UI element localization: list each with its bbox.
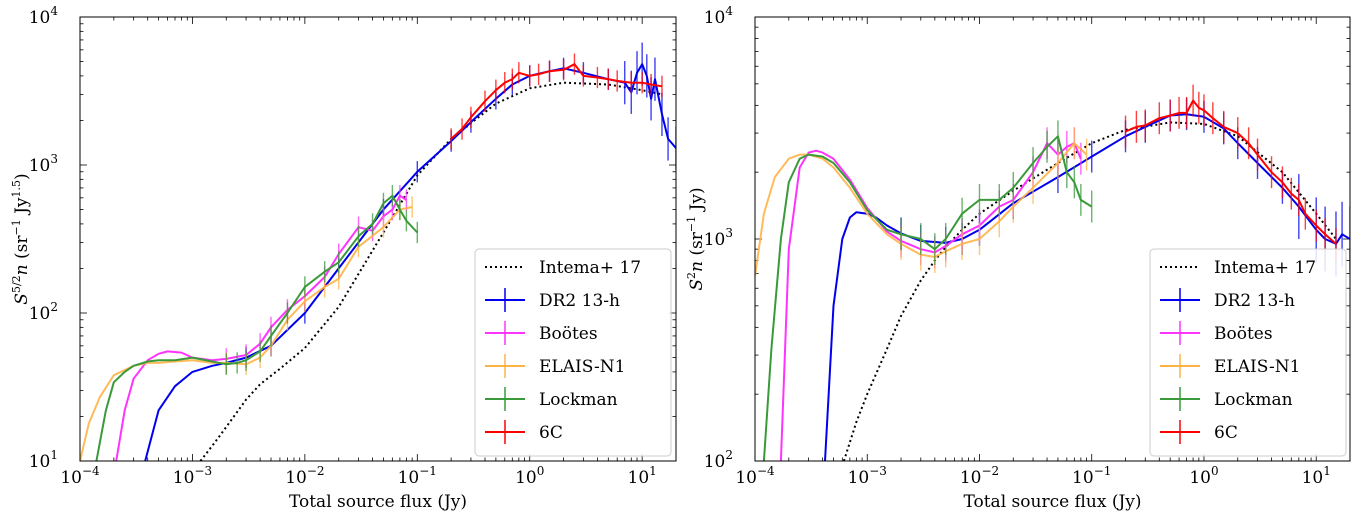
x-tick-label: 10−1 xyxy=(1072,464,1111,488)
legend-label: ELAIS-N1 xyxy=(1214,357,1300,377)
chart-panel-1: 10−4 10−3 10−2 10−1 100 101 101 102 103 104 Total … xyxy=(10,4,677,512)
legend-item-elais: ELAIS-N1 xyxy=(1160,354,1300,378)
legend-item-elais: ELAIS-N1 xyxy=(485,354,625,378)
legend-label: DR2 13-h xyxy=(1214,291,1295,311)
legend: Intema+ 17 DR2 13-h Boötes ELAIS-N1 Lockman 6… xyxy=(1149,248,1347,457)
series-line-elais xyxy=(80,206,413,461)
x-tick-label: 10−4 xyxy=(735,464,775,488)
series-sixc xyxy=(450,53,663,150)
x-axis-label: Total source flux (Jy) xyxy=(289,492,467,512)
legend: Intema+ 17 DR2 13-h Boötes ELAIS-N1 Lockman 6… xyxy=(474,248,672,457)
legend-item-dr2: DR2 13-h xyxy=(485,288,620,312)
y-tick-label: 104 xyxy=(704,4,734,28)
series-line-intema xyxy=(199,81,663,461)
y-tick-label: 104 xyxy=(29,4,59,28)
plot-frame xyxy=(754,16,1351,462)
x-tick-label: 10−2 xyxy=(960,464,999,488)
series-lockman xyxy=(95,185,419,461)
x-tick-label: 10−3 xyxy=(173,464,212,488)
series-sixc xyxy=(1124,84,1337,260)
y-axis-label: S5/2n (sr−1 Jy1.5) xyxy=(10,173,32,304)
legend-label: Intema+ 17 xyxy=(1214,258,1316,278)
legend-label: Boötes xyxy=(1214,324,1273,344)
legend-label: Boötes xyxy=(539,324,598,344)
x-tick-label: 10−1 xyxy=(398,464,437,488)
legend-item-bootes: Boötes xyxy=(1160,321,1273,345)
legend-label: Intema+ 17 xyxy=(539,258,641,278)
series-line-intema xyxy=(842,121,1337,461)
legend-item-lockman: Lockman xyxy=(1160,387,1293,411)
legend-label: ELAIS-N1 xyxy=(539,357,625,377)
series-intema xyxy=(842,121,1337,461)
legend-item-sixc: 6C xyxy=(1160,420,1238,444)
x-axis-label: Total source flux (Jy) xyxy=(963,492,1141,512)
y-tick-label: 103 xyxy=(704,226,733,250)
x-tick-label: 10−4 xyxy=(60,464,100,488)
y-tick-label: 101 xyxy=(29,448,58,472)
y-tick-label: 103 xyxy=(29,152,58,176)
legend-label: 6C xyxy=(1214,423,1238,443)
legend-label: 6C xyxy=(539,423,563,443)
series-bootes xyxy=(779,127,1082,461)
x-tick-label: 101 xyxy=(1302,464,1331,488)
legend-item-dr2: DR2 13-h xyxy=(1160,288,1295,312)
x-tick-label: 101 xyxy=(628,464,657,488)
legend-label: Lockman xyxy=(539,390,618,410)
legend-item-intema: Intema+ 17 xyxy=(1160,258,1316,278)
chart-panel-2: 10−4 10−3 10−2 10−1 100 101 102 103 104 Total sou… xyxy=(685,4,1351,512)
legend-label: DR2 13-h xyxy=(539,291,620,311)
series-lockman xyxy=(762,120,1093,461)
series-line-sixc xyxy=(450,63,663,140)
legend-item-sixc: 6C xyxy=(485,420,563,444)
series-line-lockman xyxy=(95,194,419,461)
plot-area xyxy=(80,42,676,461)
x-tick-label: 100 xyxy=(515,464,544,488)
series-line-lockman xyxy=(762,135,1093,461)
y-tick-label: 102 xyxy=(704,448,733,472)
plot-area xyxy=(755,84,1350,461)
x-tick-label: 10−2 xyxy=(285,464,324,488)
x-tick-label: 10−3 xyxy=(848,464,887,488)
legend-item-bootes: Boötes xyxy=(485,321,598,345)
x-tick-label: 100 xyxy=(1189,464,1218,488)
legend-item-intema: Intema+ 17 xyxy=(485,258,641,278)
legend-label: Lockman xyxy=(1214,390,1293,410)
series-intema xyxy=(199,81,663,461)
legend-item-lockman: Lockman xyxy=(485,387,618,411)
y-tick-label: 102 xyxy=(29,300,58,324)
plot-frame xyxy=(79,16,677,462)
y-axis-label: S2n (sr−1 Jy) xyxy=(685,187,707,290)
series-bootes xyxy=(115,185,408,461)
